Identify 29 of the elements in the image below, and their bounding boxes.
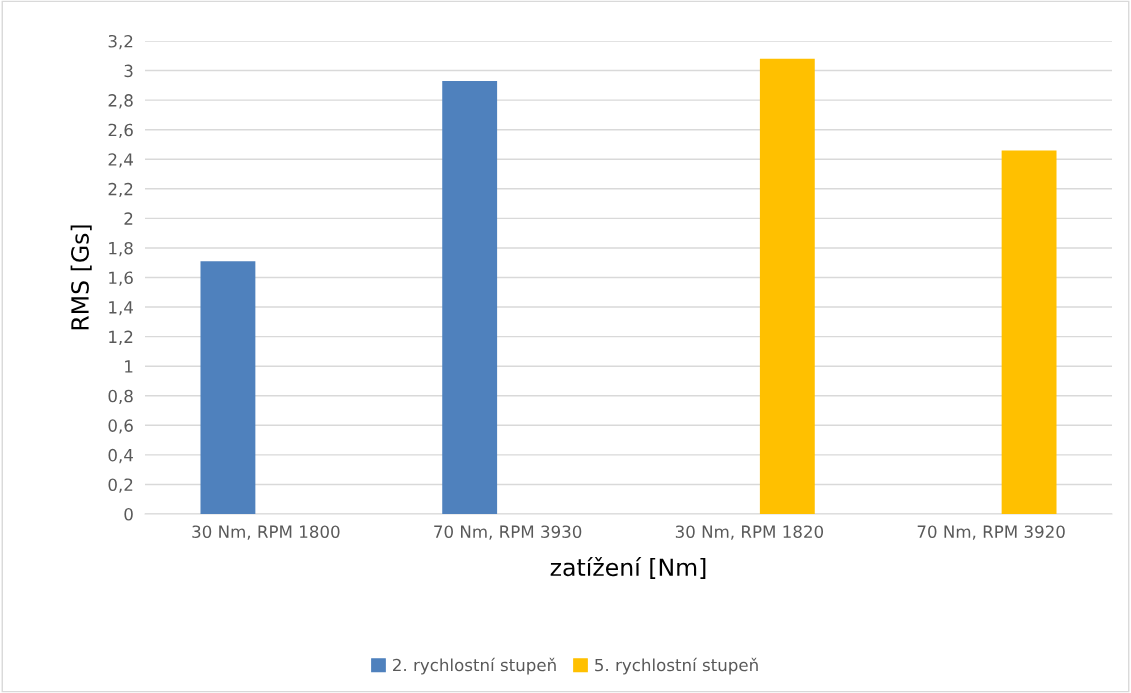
y-tick-label: 1: [125, 360, 133, 373]
y-tick-label: 2,8: [108, 94, 133, 109]
y-tick-label: 1,2: [109, 330, 133, 345]
y-axis-title: RMS [Gs]: [70, 225, 92, 330]
y-tick-label: 0,2: [108, 478, 133, 493]
y-tick-label: 0: [124, 507, 133, 521]
y-tick-label: 0,4: [108, 448, 133, 464]
y-tick-label: 2,4: [108, 153, 133, 168]
y-tick-label: 3: [124, 64, 133, 78]
bar: [759, 58, 815, 514]
bar: [200, 261, 256, 514]
x-tick-label: 30 Nm, RPM 1800: [192, 525, 340, 540]
y-tick-label: 2,2: [108, 182, 133, 198]
y-tick-label: 2,6: [108, 123, 133, 138]
bar: [1001, 150, 1057, 514]
y-tick-label: 3,2: [108, 34, 133, 50]
legend-label: 2. rychlostní stupeň: [393, 657, 556, 675]
y-tick-label: 0,8: [108, 389, 133, 405]
y-tick-label: 0,6: [108, 419, 133, 434]
y-tick-label: 1,4: [109, 301, 133, 316]
y-tick-label: 1,8: [109, 241, 133, 257]
x-tick-label: 30 Nm, RPM 1820: [675, 525, 824, 540]
legend-label: 5. rychlostní stupeň: [595, 657, 758, 675]
y-tick-label: 2: [124, 212, 133, 225]
y-tick-label: 1,6: [109, 271, 133, 286]
bar: [442, 80, 498, 514]
x-axis-title: zatížení [Nm]: [550, 556, 706, 579]
x-tick-label: 70 Nm, RPM 3920: [917, 525, 1065, 540]
x-tick-label: 70 Nm, RPM 3930: [434, 525, 582, 540]
